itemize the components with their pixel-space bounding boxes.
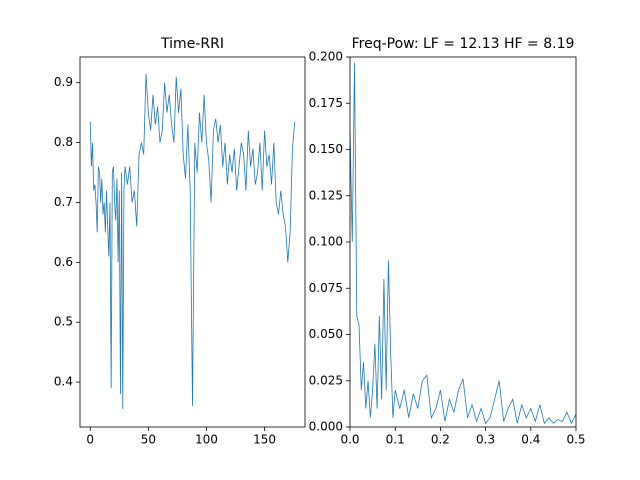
x-tick-label: 0.4 bbox=[521, 433, 540, 447]
y-tick-label: 0.000 bbox=[309, 420, 343, 434]
axes-frame bbox=[79, 56, 306, 428]
y-tick-label: 0.125 bbox=[309, 188, 343, 202]
line bbox=[89, 73, 296, 410]
y-tick-label: 0.175 bbox=[309, 96, 343, 110]
y-tick-label: 0.050 bbox=[309, 327, 343, 341]
y-tick-label: 0.100 bbox=[309, 235, 343, 249]
chart-title: Time-RRI bbox=[160, 36, 224, 52]
line bbox=[350, 62, 576, 425]
y-tick-label: 0.6 bbox=[54, 255, 73, 269]
y-tick-label: 0.8 bbox=[54, 135, 73, 149]
x-tick-label: 0.3 bbox=[476, 433, 495, 447]
chart-title: Freq-Pow: LF = 12.13 HF = 8.19 bbox=[352, 36, 575, 52]
y-tick-label: 0.150 bbox=[309, 142, 343, 156]
x-tick-label: 150 bbox=[253, 433, 276, 447]
y-tick-label: 0.7 bbox=[54, 195, 73, 209]
y-tick-label: 0.4 bbox=[54, 375, 73, 389]
x-tick-label: 0 bbox=[86, 433, 94, 447]
x-tick-label: 50 bbox=[141, 433, 156, 447]
x-tick-label: 0.0 bbox=[340, 433, 359, 447]
x-tick-label: 100 bbox=[195, 433, 218, 447]
y-tick-label: 0.075 bbox=[309, 281, 343, 295]
x-tick-label: 0.2 bbox=[431, 433, 450, 447]
x-tick-label: 0.1 bbox=[386, 433, 405, 447]
y-tick-label: 0.200 bbox=[309, 50, 343, 64]
plot-area bbox=[350, 57, 576, 427]
x-tick-label: 0.5 bbox=[566, 433, 585, 447]
y-tick-label: 0.5 bbox=[54, 315, 73, 329]
y-tick-label: 0.9 bbox=[54, 75, 73, 89]
y-tick-label: 0.025 bbox=[309, 373, 343, 387]
